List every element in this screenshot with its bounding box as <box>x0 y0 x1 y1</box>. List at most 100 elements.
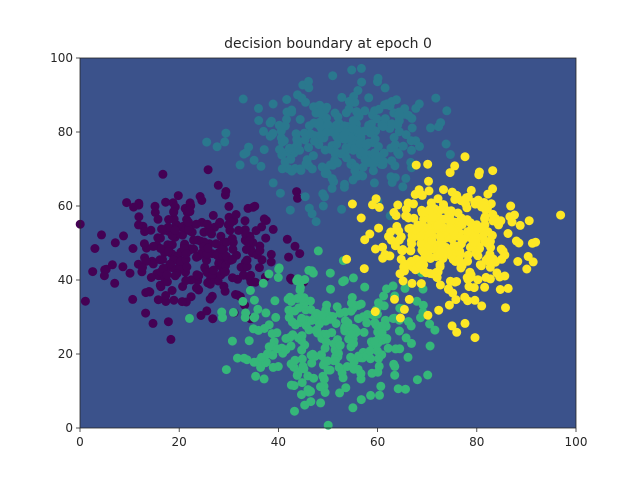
data-point <box>503 283 513 293</box>
data-point <box>374 104 384 114</box>
data-point <box>524 216 534 226</box>
data-point <box>374 361 384 371</box>
data-point <box>387 119 397 129</box>
data-point <box>118 262 128 272</box>
data-point <box>342 362 352 371</box>
data-point <box>384 251 394 261</box>
data-point <box>515 220 525 230</box>
data-point <box>341 153 351 163</box>
data-point <box>292 187 302 197</box>
data-point <box>275 145 284 154</box>
data-point <box>217 244 227 254</box>
data-point <box>220 267 229 277</box>
data-point <box>400 283 410 293</box>
data-point <box>473 223 483 233</box>
data-point <box>285 205 295 215</box>
chart-title: decision boundary at epoch 0 <box>224 36 432 52</box>
data-point <box>148 318 158 328</box>
data-point <box>452 190 462 200</box>
data-point <box>153 295 163 305</box>
data-point <box>395 313 405 323</box>
data-point <box>158 169 168 179</box>
data-point <box>401 173 411 183</box>
data-point <box>514 238 524 248</box>
data-point <box>354 111 364 121</box>
data-point <box>423 159 433 169</box>
data-point <box>242 262 252 271</box>
data-point <box>259 374 269 384</box>
x-tick-label: 20 <box>172 435 187 449</box>
data-point <box>365 346 375 356</box>
data-point <box>333 112 343 122</box>
data-point <box>122 198 132 208</box>
data-point <box>341 108 351 118</box>
data-point <box>473 251 483 261</box>
data-point <box>401 130 411 140</box>
data-point <box>340 179 349 189</box>
data-point <box>284 252 294 262</box>
data-point <box>423 310 433 320</box>
data-point <box>191 283 201 293</box>
data-point <box>347 298 356 308</box>
data-point <box>371 194 381 204</box>
data-point <box>225 226 235 235</box>
data-point <box>202 137 212 147</box>
data-point <box>507 217 517 227</box>
data-point <box>466 270 476 280</box>
data-point <box>439 185 448 195</box>
data-point <box>310 136 319 146</box>
data-point <box>248 324 258 334</box>
data-point <box>452 277 462 286</box>
data-point <box>325 268 335 278</box>
data-point <box>148 259 158 269</box>
data-point <box>464 282 474 292</box>
data-point <box>250 277 260 287</box>
data-point <box>337 204 347 214</box>
data-point <box>488 256 498 266</box>
data-point <box>488 166 498 176</box>
data-point <box>281 334 291 343</box>
data-point <box>401 384 410 394</box>
data-point <box>488 209 498 219</box>
data-point <box>157 224 167 234</box>
data-point <box>435 232 445 242</box>
data-point <box>295 145 305 155</box>
data-point <box>101 264 111 274</box>
data-point <box>251 226 261 236</box>
data-point <box>238 296 248 306</box>
data-point <box>326 284 335 294</box>
data-point <box>110 238 120 248</box>
data-point <box>316 398 326 408</box>
data-point <box>119 231 128 241</box>
data-point <box>197 196 207 205</box>
data-point <box>110 278 120 288</box>
data-point <box>453 208 463 218</box>
data-point <box>404 110 414 120</box>
data-point <box>297 378 307 388</box>
data-point <box>301 321 311 331</box>
data-point <box>415 231 425 241</box>
data-point <box>203 165 213 175</box>
data-point <box>277 164 287 174</box>
data-point <box>228 244 238 254</box>
data-point <box>264 342 274 352</box>
y-tick-label: 80 <box>58 125 73 139</box>
data-point <box>289 381 299 391</box>
data-point <box>88 267 98 277</box>
data-point <box>382 284 391 294</box>
data-point <box>170 225 180 235</box>
data-point <box>463 250 473 260</box>
data-point <box>177 297 187 307</box>
data-point <box>296 165 306 175</box>
data-point <box>411 103 421 113</box>
data-point <box>313 246 323 256</box>
data-point <box>209 265 218 275</box>
data-point <box>434 305 444 315</box>
data-point <box>202 306 212 316</box>
data-point <box>224 201 234 211</box>
data-point <box>316 130 325 140</box>
data-point <box>406 136 416 146</box>
data-point <box>488 216 498 226</box>
data-point <box>299 364 309 374</box>
data-point <box>470 295 480 305</box>
